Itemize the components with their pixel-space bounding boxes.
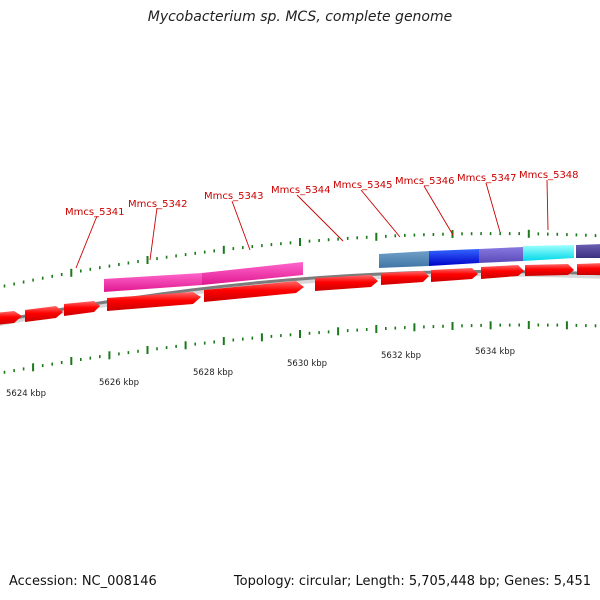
cds-arrow-mmcs-5348[interactable] [525, 264, 574, 276]
gene-label-mmcs-5343[interactable]: Mmcs_5343 [204, 191, 264, 202]
feature-block-mmcs-5348[interactable] [523, 245, 574, 261]
leader-line-mmcs-5348 [546, 179, 549, 231]
map-title: Mycobacterium sp. MCS, complete genome [147, 9, 453, 25]
leader-line-mmcs-5343 [231, 200, 251, 251]
leader-line-mmcs-5347 [485, 182, 501, 233]
cds-arrow-mmcs-5347[interactable] [481, 265, 524, 279]
feature-block-mmcs-5342[interactable] [104, 273, 202, 292]
backbone-shadow [0, 270, 600, 327]
leader-line-mmcs-5346 [423, 185, 454, 236]
cds-track [0, 263, 600, 325]
cds-arrow-mmcs-5345[interactable] [381, 271, 429, 285]
scale-label-5634: 5634 kbp [475, 347, 515, 357]
cds-arrow[interactable] [0, 311, 22, 325]
accession-text: Accession: NC_008146 [9, 574, 157, 589]
cds-arrow-mmcs-5343[interactable] [204, 281, 304, 302]
feature-block-mmcs-5343[interactable] [202, 262, 303, 285]
cds-arrow-mmcs-5344[interactable] [315, 275, 378, 291]
label-leaders [75, 179, 549, 269]
gene-label-mmcs-5344[interactable]: Mmcs_5344 [271, 185, 331, 196]
scale-label-5630: 5630 kbp [287, 359, 327, 369]
leader-line-mmcs-5344 [296, 194, 344, 242]
cds-arrow[interactable] [25, 306, 63, 322]
leader-line-mmcs-5341 [75, 215, 98, 269]
scale-label-5624: 5624 kbp [6, 389, 46, 399]
scale-label-5632: 5632 kbp [381, 351, 421, 361]
leader-line-mmcs-5342 [149, 207, 158, 261]
feature-block-mmcs-5345[interactable] [379, 251, 429, 268]
gene-label-mmcs-5346[interactable]: Mmcs_5346 [395, 176, 455, 187]
feature-block-mmcs-5347[interactable] [479, 247, 523, 263]
gene-label-mmcs-5348[interactable]: Mmcs_5348 [519, 170, 579, 181]
scale-label-5626: 5626 kbp [99, 378, 139, 388]
outer-scale-ticks [3, 229, 597, 288]
inner-scale-ticks [3, 321, 597, 374]
genome-summary-text: Topology: circular; Length: 5,705,448 bp… [233, 574, 591, 589]
scale-label-5628: 5628 kbp [193, 368, 233, 378]
gene-label-mmcs-5341[interactable]: Mmcs_5341 [65, 207, 125, 218]
cds-arrow[interactable] [64, 301, 100, 316]
gene-labels: Mmcs_5341 Mmcs_5342 Mmcs_5343 Mmcs_5344 … [65, 170, 579, 218]
cds-arrow-mmcs-5342[interactable] [107, 292, 201, 311]
leader-line-mmcs-5345 [360, 189, 401, 238]
gene-label-mmcs-5342[interactable]: Mmcs_5342 [128, 199, 188, 210]
cds-arrow-mmcs-5346[interactable] [431, 268, 478, 282]
cds-arrow[interactable] [577, 263, 600, 275]
feature-track [104, 244, 600, 292]
gene-label-mmcs-5345[interactable]: Mmcs_5345 [333, 180, 393, 191]
feature-block-next[interactable] [576, 244, 600, 258]
gene-label-mmcs-5347[interactable]: Mmcs_5347 [457, 173, 517, 184]
genome-backbone [0, 269, 600, 323]
scale-labels: 5624 kbp 5626 kbp 5628 kbp 5630 kbp 5632… [6, 347, 515, 399]
feature-block-mmcs-5346[interactable] [429, 249, 479, 266]
